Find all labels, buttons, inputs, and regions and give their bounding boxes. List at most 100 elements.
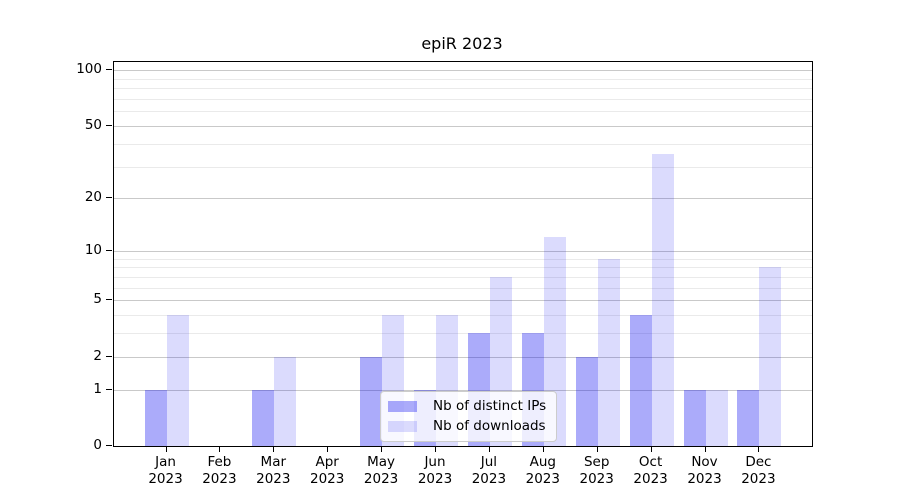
x-tick-label-month: Jun <box>424 454 446 470</box>
x-tick-label-year: 2023 <box>310 471 345 487</box>
x-tick-label: May 2023 <box>351 454 411 488</box>
gridline-minor <box>114 88 812 90</box>
y-tick-label: 100 <box>76 61 102 78</box>
legend-swatch <box>388 421 417 432</box>
x-tick-label: Nov 2023 <box>675 454 735 488</box>
bar-distinct-ips <box>360 356 383 446</box>
bar-downloads <box>166 315 189 446</box>
legend-item: Nb of downloads <box>388 419 546 434</box>
x-tick-label-month: Oct <box>638 454 663 470</box>
x-tick-label: Oct 2023 <box>621 454 681 488</box>
chart-title: epiR 2023 <box>421 34 503 53</box>
x-tick-mark <box>650 446 652 453</box>
y-tick-mark <box>106 355 112 357</box>
x-tick-label: Jan 2023 <box>136 454 196 488</box>
x-tick-label-month: Feb <box>207 454 232 470</box>
gridline-minor <box>114 99 812 101</box>
plot-area: Nb of distinct IPs Nb of downloads <box>113 61 813 447</box>
x-tick-label-month: Mar <box>260 454 287 470</box>
gridline-major <box>114 198 812 200</box>
y-tick-label: 5 <box>93 291 102 308</box>
bar-downloads <box>274 356 297 446</box>
x-tick-label-month: Jan <box>155 454 176 470</box>
gridline-minor <box>114 333 812 335</box>
x-tick-label-month: Sep <box>583 454 610 470</box>
y-tick-mark <box>106 445 112 446</box>
bar-distinct-ips <box>144 389 167 446</box>
x-tick-label: Aug 2023 <box>513 454 573 488</box>
x-tick-label-year: 2023 <box>148 471 183 487</box>
bar-distinct-ips <box>629 315 652 446</box>
gridline-minor <box>114 276 812 278</box>
x-tick-mark <box>327 446 329 453</box>
y-tick-label: 50 <box>84 117 102 134</box>
y-tick-mark <box>106 197 112 199</box>
x-tick-mark <box>596 446 598 453</box>
x-tick-label-year: 2023 <box>687 471 722 487</box>
gridline-major <box>114 126 812 128</box>
x-tick-label-month: Jul <box>480 454 498 470</box>
x-tick-label-year: 2023 <box>741 471 776 487</box>
x-tick-mark <box>435 446 436 453</box>
x-tick-label: Jul 2023 <box>459 454 519 488</box>
gridline-major <box>114 250 812 252</box>
gridline-minor <box>114 143 812 145</box>
x-tick-mark <box>704 446 706 453</box>
x-tick-label-month: Apr <box>315 454 339 470</box>
x-tick-label-year: 2023 <box>633 471 668 487</box>
x-tick-label-month: Dec <box>745 454 772 470</box>
x-tick-label-year: 2023 <box>363 471 399 487</box>
legend-swatch <box>388 401 417 412</box>
gridline-minor <box>114 315 812 317</box>
gridline-minor <box>114 111 812 113</box>
gridline-major <box>114 389 812 391</box>
x-tick-label-month: Nov <box>691 454 718 470</box>
y-tick-mark <box>106 388 112 390</box>
x-tick-label: Feb 2023 <box>189 454 249 488</box>
x-tick-label-month: May <box>367 454 396 470</box>
bar-downloads <box>597 258 620 446</box>
bar-distinct-ips <box>737 389 760 446</box>
bar-downloads <box>759 267 782 446</box>
y-tick-label: 20 <box>84 189 102 206</box>
legend: Nb of distinct IPs Nb of downloads <box>380 391 558 442</box>
x-tick-label: Jun 2023 <box>405 454 465 488</box>
x-tick-label: Apr 2023 <box>297 454 357 488</box>
x-tick-label-year: 2023 <box>202 471 237 487</box>
gridline-minor <box>114 267 812 269</box>
x-tick-label-year: 2023 <box>525 471 560 487</box>
legend-item: Nb of distinct IPs <box>388 399 546 414</box>
x-tick-mark <box>165 446 167 453</box>
legend-label: Nb of distinct IPs <box>433 398 547 414</box>
y-tick-label: 1 <box>93 380 102 397</box>
x-tick-label-year: 2023 <box>579 471 614 487</box>
gridline-minor <box>114 78 812 80</box>
bar-distinct-ips <box>575 356 598 446</box>
legend-label: Nb of downloads <box>433 418 546 434</box>
bar-downloads <box>705 389 728 446</box>
gridline-minor <box>114 258 812 260</box>
bar-downloads <box>651 154 674 446</box>
gridline-major <box>114 300 812 302</box>
y-tick-mark <box>106 69 112 71</box>
x-tick-label: Sep 2023 <box>567 454 627 488</box>
x-tick-label-month: Aug <box>529 454 556 470</box>
x-tick-label-year: 2023 <box>471 471 507 487</box>
gridline-minor <box>114 166 812 168</box>
x-tick-mark <box>488 446 490 453</box>
bar-distinct-ips <box>252 389 275 446</box>
x-tick-mark <box>273 446 275 453</box>
y-tick-mark <box>106 125 112 127</box>
y-tick-mark <box>106 299 112 301</box>
y-tick-label: 10 <box>84 241 102 258</box>
x-tick-label: Dec 2023 <box>728 454 788 488</box>
y-tick-label: 0 <box>93 437 102 453</box>
x-tick-label: Mar 2023 <box>243 454 303 488</box>
x-tick-mark <box>219 446 221 453</box>
bar-distinct-ips <box>683 389 706 446</box>
x-tick-mark <box>381 446 383 453</box>
x-tick-mark <box>758 446 760 453</box>
x-tick-label-year: 2023 <box>417 471 453 487</box>
y-tick-label: 2 <box>93 347 102 364</box>
